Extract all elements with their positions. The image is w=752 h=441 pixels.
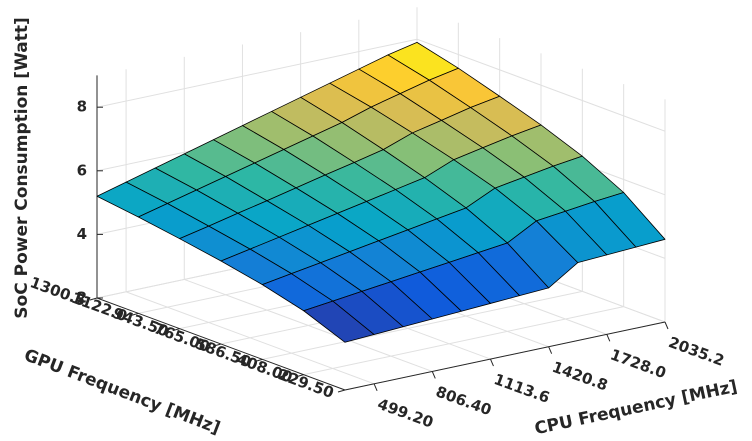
grid-line: [96, 38, 418, 108]
x-tick: [664, 321, 669, 330]
y-tick: [296, 374, 304, 378]
x-tick: [431, 371, 436, 379]
x-tick: [606, 334, 611, 342]
x-axis-label: CPU Frequency [MHz]: [533, 377, 739, 440]
y-tick: [172, 328, 180, 332]
x-tick: [373, 383, 378, 392]
x-tick-label: 499.20: [375, 395, 436, 432]
grid-line: [303, 306, 624, 376]
x-tick: [489, 358, 494, 367]
surface: [96, 41, 666, 343]
grid-line: [262, 290, 583, 360]
y-tick-label: 1300.5: [28, 273, 89, 310]
y-tick: [213, 343, 222, 347]
z-tick-label: 2: [77, 289, 87, 307]
surface-cell: [303, 300, 375, 343]
y-tick: [255, 358, 263, 362]
z-axis-label: SoC Power Consumption [Watt]: [12, 17, 32, 318]
z-tick-label: 8: [77, 98, 87, 116]
y-tick: [131, 312, 139, 316]
x-tick-label: 1420.8: [550, 358, 611, 395]
x-tick-label: 806.40: [433, 383, 494, 420]
x-axis: [344, 321, 666, 391]
z-tick-label: 6: [77, 161, 87, 179]
x-tick-label: 2035.2: [666, 333, 727, 370]
x-tick: [548, 346, 553, 354]
y-axis-label: GPU Frequency [MHz]: [21, 345, 222, 438]
y-tick: [89, 297, 98, 301]
x-tick-label: 1728.0: [608, 345, 669, 382]
z-tick-label: 4: [77, 225, 87, 243]
x-tick-label: 1113.6: [492, 370, 553, 407]
y-tick: [337, 389, 346, 393]
